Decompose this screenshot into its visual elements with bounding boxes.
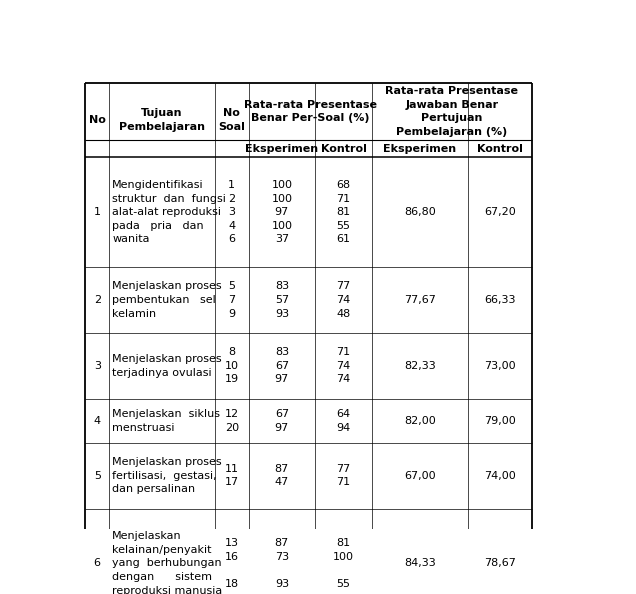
Text: Menjelaskan  siklus
menstruasi: Menjelaskan siklus menstruasi [112,409,220,432]
Text: 4: 4 [93,416,101,426]
Text: 68
71
81
55
61: 68 71 81 55 61 [336,180,350,244]
Text: 79,00: 79,00 [484,416,516,426]
Text: 2: 2 [93,295,101,305]
Text: 5: 5 [93,470,100,481]
Text: 86,80: 86,80 [404,207,436,217]
Text: Rata-rata Presentase
Benar Per-Soal (%): Rata-rata Presentase Benar Per-Soal (%) [244,100,377,123]
Text: 81
100
 
55: 81 100 55 [333,538,354,589]
Text: 82,00: 82,00 [404,416,436,426]
Text: 12
20: 12 20 [225,409,239,432]
Text: Mengidentifikasi
struktur  dan  fungsi
alat-alat reproduksi
pada   pria   dan
wa: Mengidentifikasi struktur dan fungsi ala… [112,180,226,244]
Text: 8
10
19: 8 10 19 [225,347,239,384]
Text: Eksperimen: Eksperimen [245,144,319,154]
Text: 87
47: 87 47 [275,464,289,488]
Text: 5
7
9: 5 7 9 [228,282,235,318]
Text: 6: 6 [93,558,100,568]
Text: 83
67
97: 83 67 97 [275,347,289,384]
Text: 74,00: 74,00 [484,470,516,481]
Text: No
Soal: No Soal [218,108,245,132]
Text: Eksperimen: Eksperimen [384,144,457,154]
Text: 1: 1 [93,207,100,217]
Text: 87
73
 
93: 87 73 93 [275,538,289,589]
Text: 11
17: 11 17 [225,464,239,488]
Text: 77
71: 77 71 [336,464,350,488]
Text: 3: 3 [93,361,100,371]
Text: 66,33: 66,33 [484,295,516,305]
Text: 100
100
97
100
37: 100 100 97 100 37 [272,180,293,244]
Text: Menjelaskan
kelainan/penyakit
yang  berhubungan
dengan      sistem
reproduksi ma: Menjelaskan kelainan/penyakit yang berhu… [112,531,222,594]
Text: Tujuan
Pembelajaran: Tujuan Pembelajaran [119,108,205,132]
Text: Menjelaskan proses
fertilisasi,  gestasi,
dan persalinan: Menjelaskan proses fertilisasi, gestasi,… [112,457,222,494]
Text: 73,00: 73,00 [484,361,516,371]
Text: Menjelaskan proses
terjadinya ovulasi: Menjelaskan proses terjadinya ovulasi [112,354,222,378]
Text: 84,33: 84,33 [404,558,436,568]
Text: 78,67: 78,67 [484,558,516,568]
Text: 64
94: 64 94 [336,409,350,432]
Text: 71
74
74: 71 74 74 [336,347,350,384]
Text: 67
97: 67 97 [275,409,289,432]
Text: 13
16
 
18: 13 16 18 [225,538,239,589]
Text: Menjelaskan proses
pembentukan   sel
kelamin: Menjelaskan proses pembentukan sel kelam… [112,282,222,318]
Text: 82,33: 82,33 [404,361,436,371]
Text: Rata-rata Presentase
Jawaban Benar
Pertujuan
Pembelajaran (%): Rata-rata Presentase Jawaban Benar Pertu… [385,86,518,137]
Text: No: No [89,115,106,125]
Text: Kontrol: Kontrol [321,144,366,154]
Text: 77,67: 77,67 [404,295,436,305]
Text: 67,00: 67,00 [404,470,436,481]
Text: 83
57
93: 83 57 93 [275,282,289,318]
Text: 67,20: 67,20 [484,207,516,217]
Text: 1
2
3
4
6: 1 2 3 4 6 [228,180,235,244]
Text: 77
74
48: 77 74 48 [336,282,350,318]
Text: Kontrol: Kontrol [477,144,523,154]
